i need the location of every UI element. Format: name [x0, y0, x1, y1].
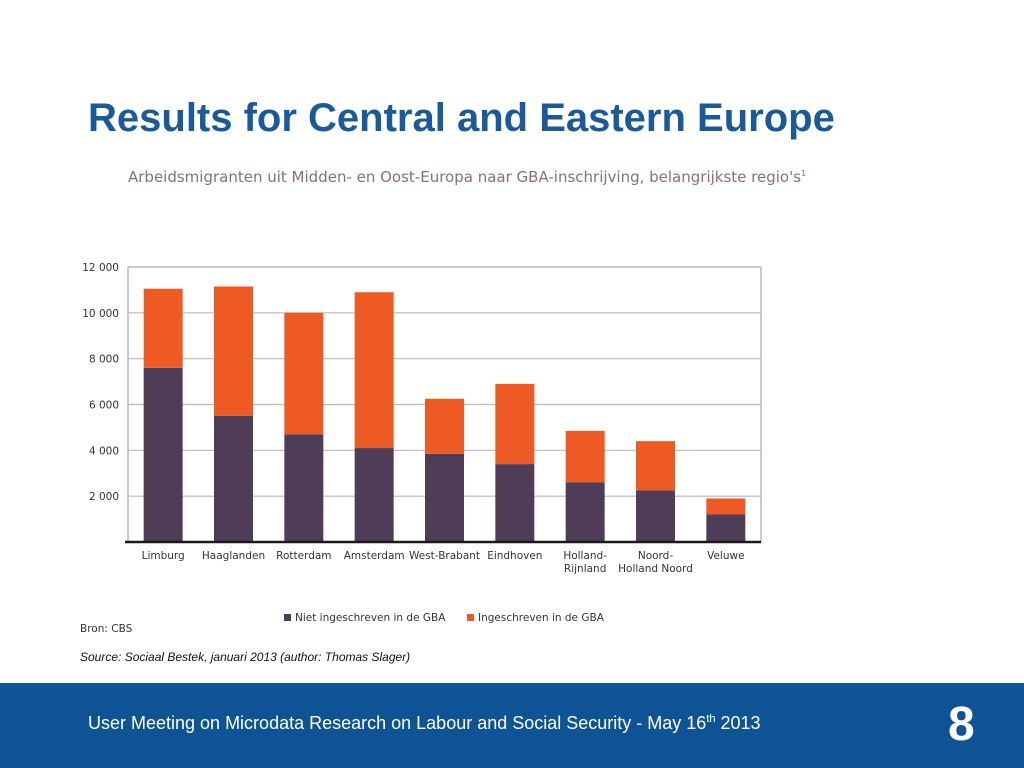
- bar-segment-niet-ingeschreven: [214, 415, 253, 542]
- chart-title-footnote: 1: [801, 169, 807, 178]
- bar-segment-ingeschreven: [425, 398, 464, 454]
- legend-label: Niet ingeschreven in de GBA: [295, 612, 446, 624]
- page-number: 8: [948, 698, 975, 751]
- x-tick-label: Amsterdam: [344, 550, 405, 562]
- x-tick-label: Holland-: [563, 550, 607, 562]
- bar-segment-niet-ingeschreven: [425, 453, 464, 542]
- y-tick-label: 4 000: [89, 445, 119, 457]
- y-tick-label: 8 000: [89, 354, 119, 366]
- source-note: Source: Sociaal Bestek, januari 2013 (au…: [80, 650, 411, 664]
- x-tick-label: Holland Noord: [618, 563, 693, 575]
- bar-segment-niet-ingeschreven: [495, 464, 535, 542]
- chart-title: Arbeidsmigranten uit Midden- en Oost-Eur…: [128, 168, 806, 186]
- bar-segment-niet-ingeschreven: [636, 490, 675, 542]
- x-tick-label: Noord-: [638, 550, 674, 562]
- bar-segment-ingeschreven: [706, 498, 746, 515]
- slide-title: Results for Central and Eastern Europe: [88, 96, 835, 140]
- bar-segment-niet-ingeschreven: [143, 367, 183, 542]
- x-tick-label: Limburg: [142, 550, 185, 562]
- bar-segment-niet-ingeschreven: [706, 514, 746, 542]
- footer-text: User Meeting on Microdata Research on La…: [88, 713, 761, 734]
- x-tick-label: Rotterdam: [276, 550, 331, 562]
- bar-segment-niet-ingeschreven: [565, 482, 605, 542]
- bar-segment-ingeschreven: [636, 441, 675, 491]
- y-tick-label: 2 000: [89, 491, 119, 503]
- chart-source-label: Bron: CBS: [80, 623, 133, 635]
- x-tick-label: Eindhoven: [487, 550, 542, 562]
- x-tick-label: Haaglanden: [202, 550, 265, 562]
- footer-text-year: 2013: [715, 713, 761, 733]
- legend-label: Ingeschreven in de GBA: [478, 612, 605, 624]
- bar-segment-ingeschreven: [354, 292, 394, 449]
- y-tick-label: 6 000: [89, 400, 119, 412]
- y-tick-label: 12 000: [82, 262, 119, 274]
- bar-segment-niet-ingeschreven: [354, 448, 394, 542]
- footer-text-sup: th: [706, 713, 716, 725]
- bar-segment-ingeschreven: [284, 312, 324, 435]
- x-tick-label: Veluwe: [707, 550, 744, 562]
- y-tick-label: 10 000: [82, 308, 119, 320]
- legend-swatch-ingeschreven: [467, 614, 474, 621]
- bar-segment-niet-ingeschreven: [284, 434, 324, 542]
- legend-swatch-niet-ingeschreven: [284, 614, 291, 621]
- x-tick-label: Rijnland: [564, 563, 606, 575]
- bar-segment-ingeschreven: [495, 383, 535, 465]
- x-tick-label: West-Brabant: [409, 550, 480, 562]
- bar-segment-ingeschreven: [214, 286, 253, 416]
- stacked-bar-chart: 2 000 4 000 6 000 8 000 10 000 12 000 Limburg H…: [80, 262, 762, 635]
- bar-segment-ingeschreven: [143, 288, 183, 368]
- footer-bar: User Meeting on Microdata Research on La…: [0, 683, 1024, 768]
- chart-title-text: Arbeidsmigranten uit Midden- en Oost-Eur…: [128, 168, 802, 186]
- footer-text-main: User Meeting on Microdata Research on La…: [88, 713, 707, 733]
- bar-segment-ingeschreven: [565, 430, 605, 483]
